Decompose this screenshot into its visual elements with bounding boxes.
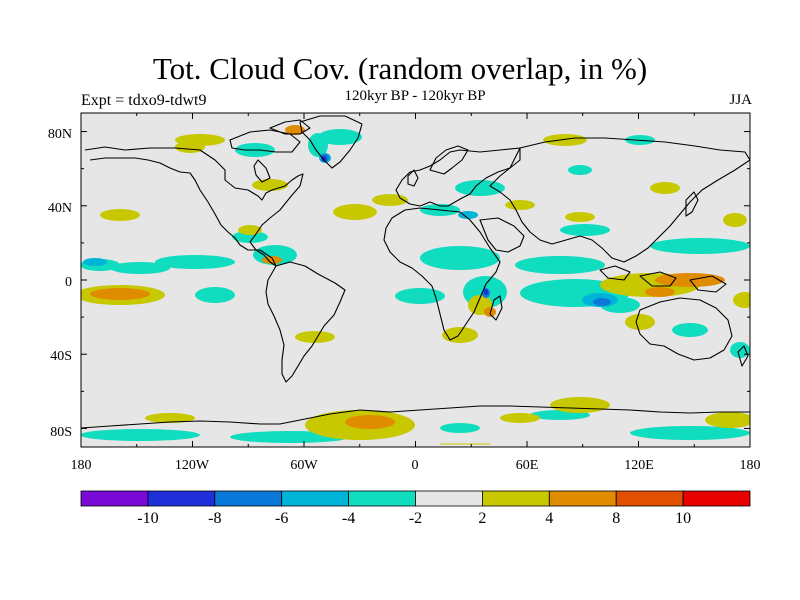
colorbar-swatch xyxy=(481,490,550,507)
colorbar-label: -8 xyxy=(208,510,221,527)
colorbar-swatch xyxy=(147,490,216,507)
colorbar-swatch xyxy=(615,490,684,507)
lon-label-180w: 180 xyxy=(71,458,92,473)
colorbar-swatch xyxy=(548,490,617,507)
colorbar xyxy=(80,490,751,507)
colorbar-label: 4 xyxy=(545,510,553,527)
map-title: Tot. Cloud Cov. (random overlap, in %) xyxy=(152,51,648,86)
colorbar-label: -4 xyxy=(342,510,355,527)
colorbar-swatch xyxy=(80,490,149,507)
colorbar-swatch xyxy=(281,490,350,507)
colorbar-swatch xyxy=(214,490,283,507)
lon-label-180e: 180 xyxy=(740,458,761,473)
colorbar-swatch xyxy=(348,490,416,507)
colorbar-label: -6 xyxy=(275,510,288,527)
colorbar-label: 8 xyxy=(612,510,620,527)
lat-label-0: 0 xyxy=(65,275,72,290)
latitude-labels: 80N 40N 0 40S 80S xyxy=(48,127,72,440)
experiment-label: Expt = tdxo9-tdwt9 xyxy=(81,92,207,109)
lon-label-60w: 60W xyxy=(290,458,318,473)
anomaly-field xyxy=(81,125,750,443)
axis-ticks xyxy=(80,113,751,447)
lon-label-120e: 120E xyxy=(624,458,654,473)
colorbar-label: 10 xyxy=(675,510,691,527)
colorbar-label: 2 xyxy=(478,510,486,527)
coastlines xyxy=(81,115,750,429)
map-subtitle: 120kyr BP - 120kyr BP xyxy=(344,88,486,104)
lon-label-120w: 120W xyxy=(175,458,210,473)
lat-label-40n: 40N xyxy=(48,201,72,216)
lat-label-80n: 80N xyxy=(48,127,72,142)
season-label: JJA xyxy=(729,92,752,108)
colorbar-label: -2 xyxy=(409,510,422,527)
longitude-labels: 180 120W 60W 0 60E 120E 180 xyxy=(71,458,761,473)
lat-label-80s: 80S xyxy=(50,425,72,440)
lon-label-0: 0 xyxy=(412,458,419,473)
colorbar-labels: -10 -8 -6 -4 -2 2 4 8 10 xyxy=(137,510,691,527)
colorbar-label: -10 xyxy=(137,510,158,527)
lat-label-40s: 40S xyxy=(50,349,72,364)
colorbar-swatch xyxy=(682,490,751,507)
colorbar-swatch xyxy=(415,490,483,507)
lon-label-60e: 60E xyxy=(516,458,539,473)
